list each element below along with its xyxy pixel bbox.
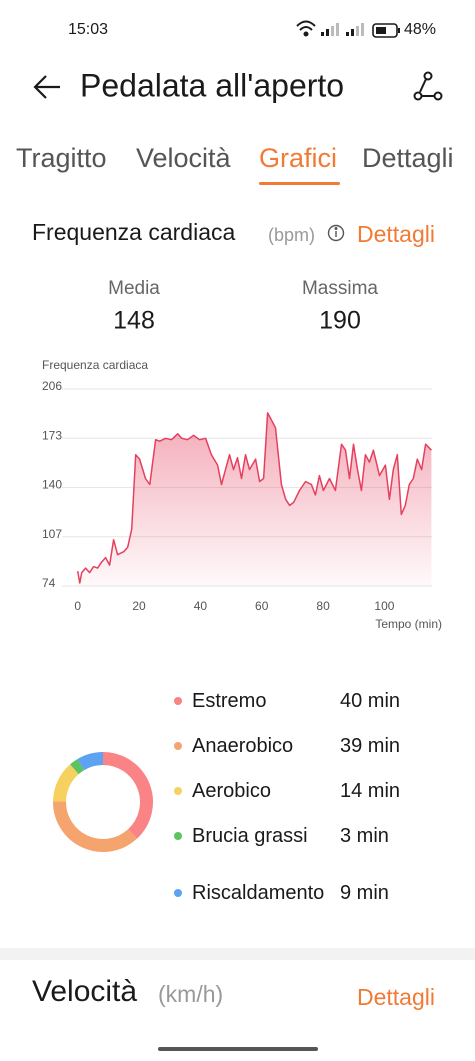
tab[interactable]: Velocità (136, 143, 232, 173)
page-title: Pedalata all'aperto (80, 67, 344, 103)
donut-segment (77, 752, 104, 771)
legend-label: Anaerobico (192, 735, 294, 757)
section-unit: (km/h) (158, 981, 223, 1007)
legend-label: Estremo (192, 690, 267, 712)
battery-icon (372, 23, 400, 38)
section-title: Frequenza cardiaca (32, 219, 235, 245)
y-tick-label: 173 (42, 428, 62, 442)
y-axis-label: Frequenza cardiaca (42, 358, 148, 372)
legend-marker (174, 787, 182, 795)
legend-label: Brucia grassi (192, 825, 308, 847)
legend-value: 14 min (340, 780, 401, 802)
legend-value: 40 min (340, 690, 401, 712)
status-time: 15:03 (68, 21, 108, 38)
x-tick-label: 80 (316, 599, 330, 613)
active-tab-indicator (259, 182, 340, 185)
legend-marker (174, 742, 182, 750)
line (76, 412, 432, 584)
section-separator (0, 948, 475, 960)
y-tick-label: 140 (42, 478, 62, 492)
tab[interactable]: Tragitto (16, 143, 107, 173)
x-axis-label: Tempo (min) (375, 617, 442, 631)
details-link[interactable]: Dettagli (357, 221, 435, 247)
y-tick-label: 74 (42, 576, 56, 590)
x-tick-label: 20 (132, 599, 146, 613)
back-button[interactable] (33, 75, 60, 99)
donut-segment (53, 801, 138, 852)
x-tick-label: 100 (374, 599, 394, 613)
legend-marker (174, 889, 182, 897)
legend-marker (174, 697, 182, 705)
donut-segment (102, 752, 153, 839)
y-tick-label: 206 (42, 379, 62, 393)
x-tick-label: 40 (194, 599, 208, 613)
section-title: Velocità (32, 975, 137, 1008)
tab[interactable]: Dettagli (362, 143, 454, 173)
info-icon[interactable] (327, 224, 345, 242)
area (77, 412, 432, 586)
x-tick-label: 0 (74, 599, 81, 613)
legend-value: 3 min (340, 825, 389, 847)
signal-icon (321, 23, 364, 36)
donut-segment (70, 759, 85, 775)
stat-value: 190 (319, 307, 361, 335)
details-link[interactable]: Dettagli (357, 984, 435, 1010)
stat-label: Massima (302, 278, 378, 299)
tab[interactable]: Grafici (259, 143, 337, 173)
y-tick-label: 107 (42, 527, 62, 541)
stat-label: Media (108, 278, 160, 299)
battery-level: 48% (404, 21, 436, 38)
donut-segment (53, 764, 79, 802)
stat-value: 148 (113, 307, 155, 335)
section-unit: (bpm) (268, 225, 315, 245)
legend-label: Riscaldamento (192, 882, 325, 904)
legend-value: 39 min (340, 735, 401, 757)
legend-marker (174, 832, 182, 840)
legend-label: Aerobico (192, 780, 271, 802)
home-indicator (158, 1047, 318, 1051)
route-button[interactable] (413, 71, 443, 101)
legend-value: 9 min (340, 882, 389, 904)
wifi-icon (296, 20, 316, 37)
x-tick-label: 60 (255, 599, 269, 613)
